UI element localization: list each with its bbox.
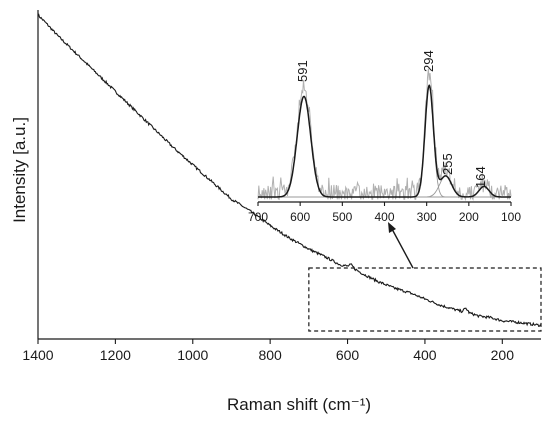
y-axis-title: Intensity [a.u.] [10, 117, 29, 223]
main-x-ticks: 1400 1200 1000 800 600 400 200 [22, 339, 514, 363]
inset-x-tick-label: 400 [374, 210, 394, 224]
main-x-tick-label: 200 [491, 347, 515, 363]
main-x-tick-label: 1000 [177, 347, 208, 363]
inset-x-tick-label: 100 [501, 210, 521, 224]
main-x-tick-label: 600 [336, 347, 360, 363]
inset-fitted-curve [258, 84, 511, 198]
inset-x-tick-label: 200 [459, 210, 479, 224]
main-x-tick-label: 400 [413, 347, 437, 363]
inset-x-ticks: 700 600 500 400 300 200 100 [248, 202, 521, 224]
zoom-arrow [391, 228, 414, 269]
peak-label-164: 164 [473, 166, 488, 188]
inset-x-tick-label: 300 [417, 210, 437, 224]
inset-plot: 700 600 500 400 300 200 100 591 294 255 164 [248, 50, 521, 224]
main-x-tick-label: 800 [258, 347, 282, 363]
inset-x-tick-label: 500 [332, 210, 352, 224]
peak-label-255: 255 [440, 153, 455, 175]
peak-label-591: 591 [295, 60, 310, 82]
zoom-arrowhead [388, 222, 396, 233]
x-axis-title: Raman shift (cm⁻¹) [227, 395, 371, 414]
main-x-tick-label: 1200 [100, 347, 131, 363]
inset-raw-spectrum [257, 68, 512, 202]
inset-x-tick-label: 600 [290, 210, 310, 224]
inset-x-tick-label: 700 [248, 210, 268, 224]
peak-label-294: 294 [421, 50, 436, 72]
main-x-tick-label: 1400 [22, 347, 53, 363]
main-spectrum-line [37, 13, 542, 328]
